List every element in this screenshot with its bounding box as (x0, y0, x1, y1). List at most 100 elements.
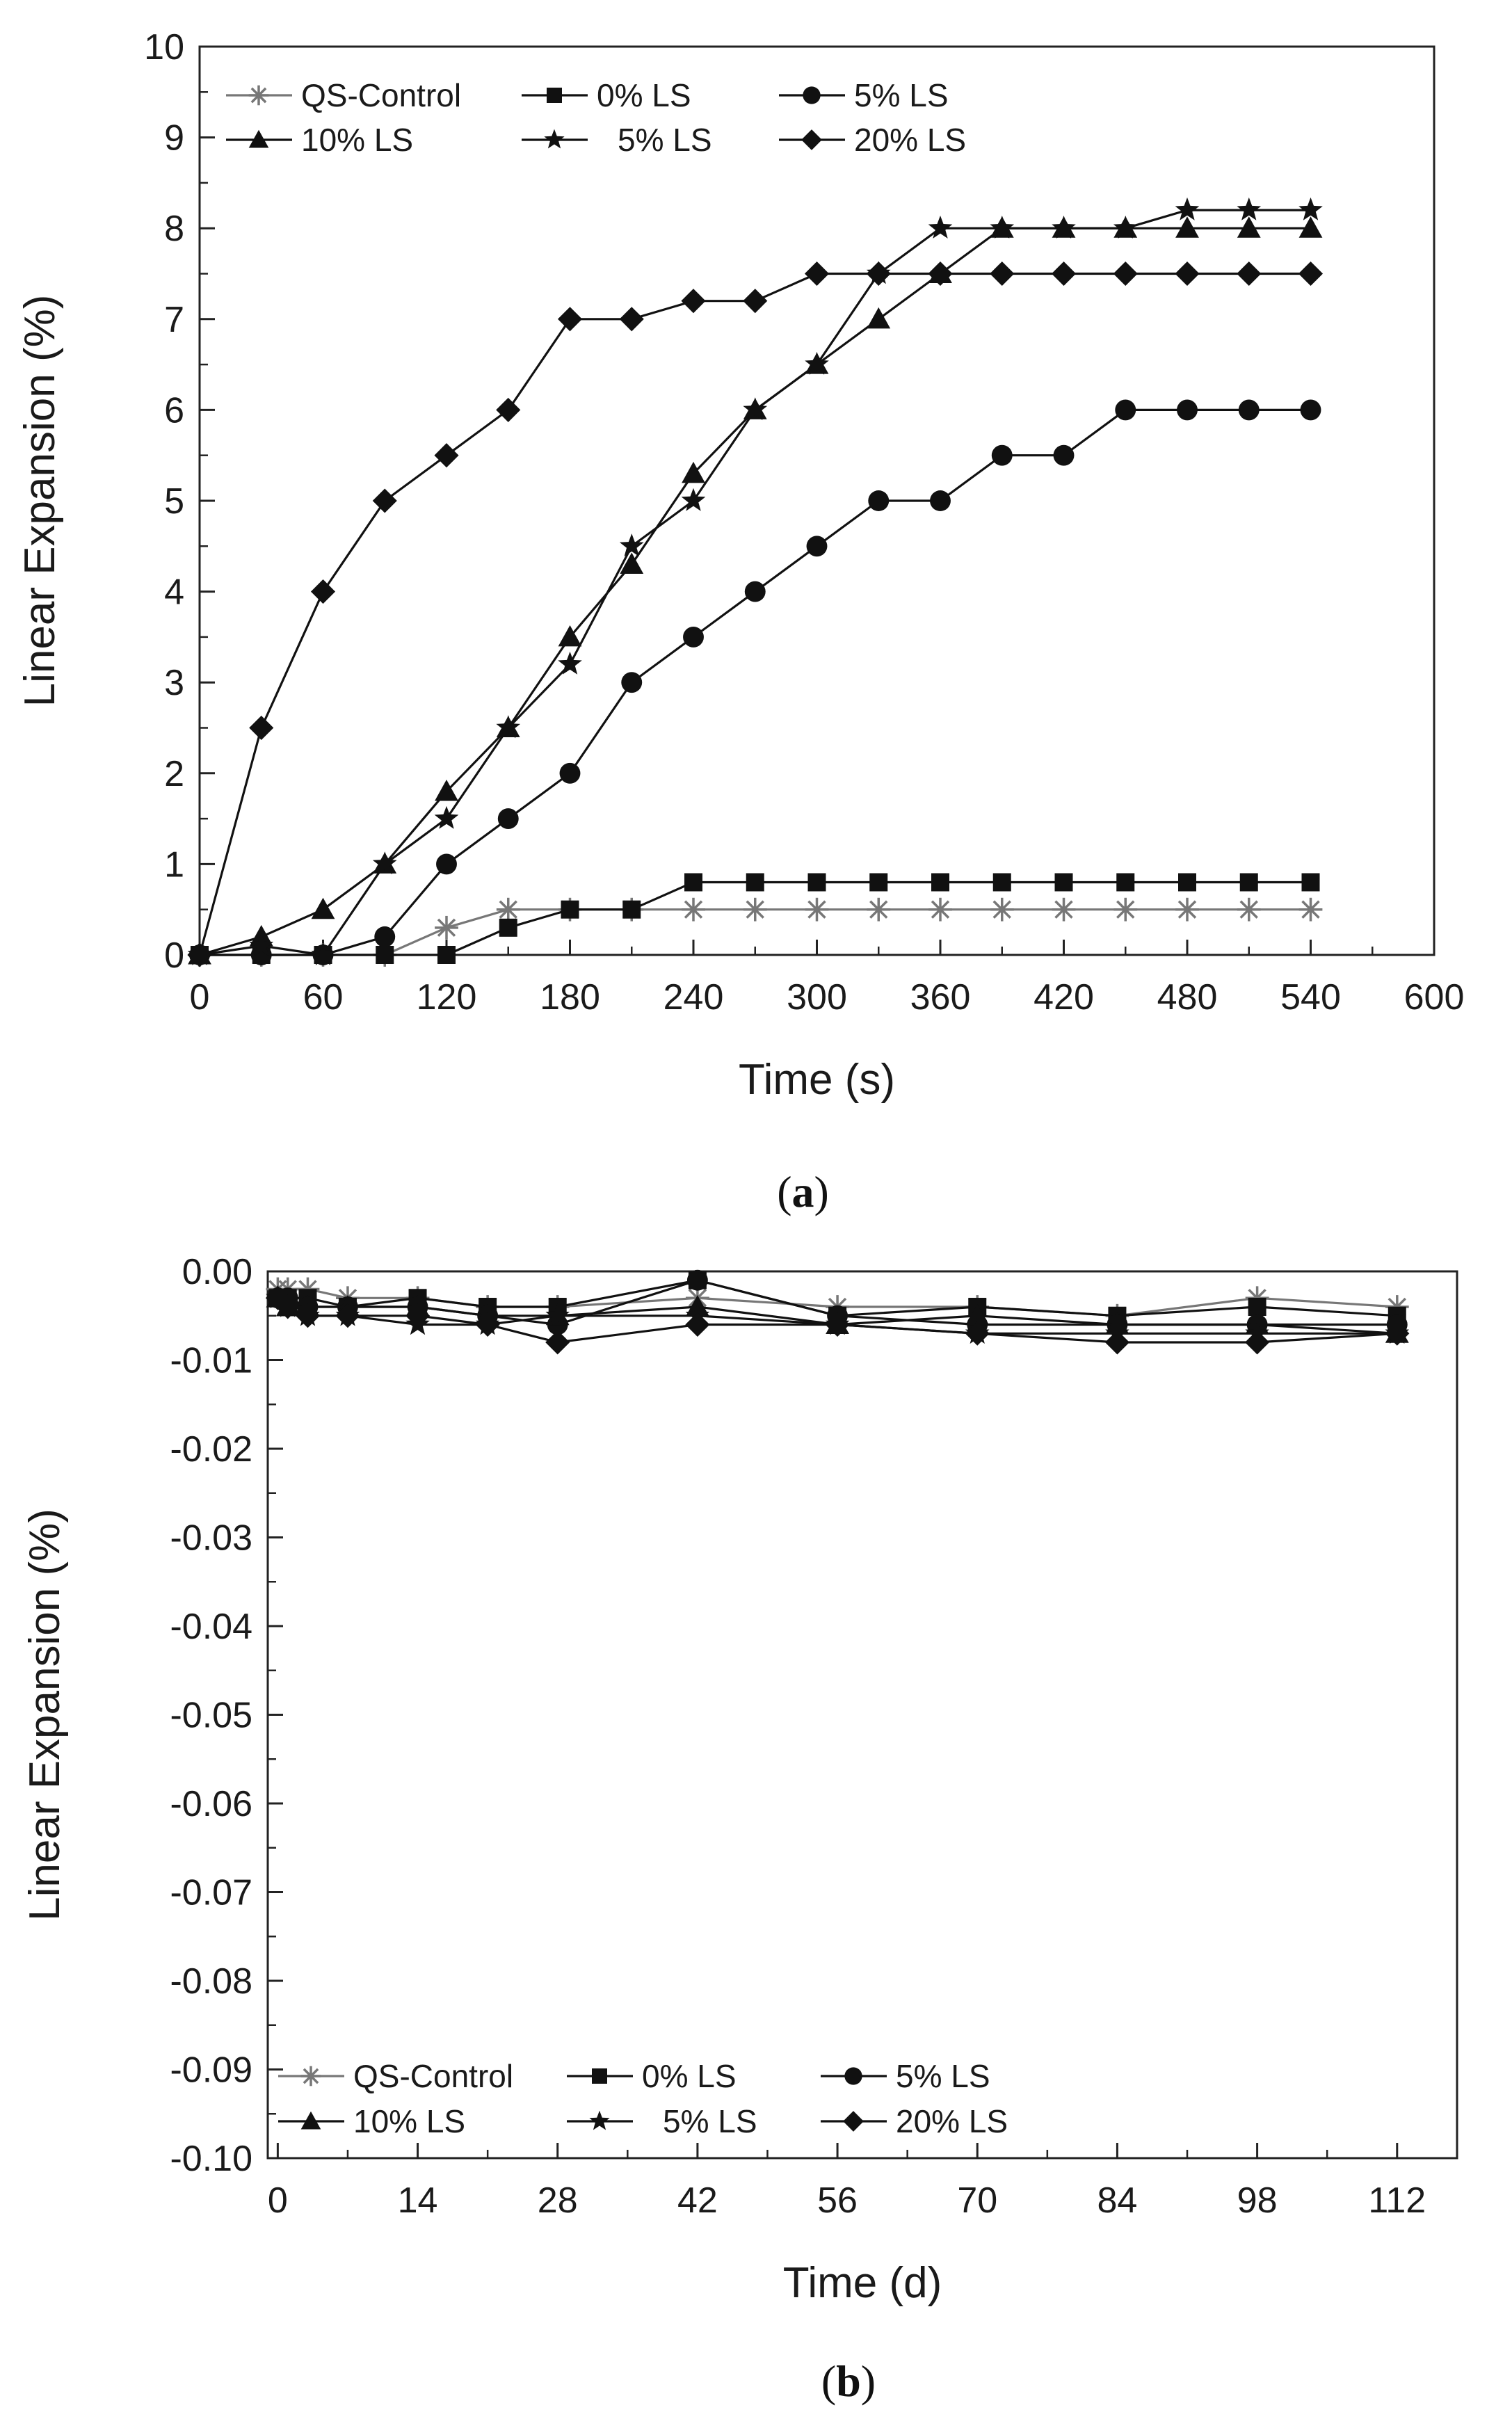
series-4-point-1 (249, 933, 274, 956)
series-4-point-10 (805, 351, 829, 375)
x-tick-label-3: 42 (677, 2180, 718, 2221)
series-1-point-11 (869, 873, 888, 892)
series-3-point-16 (1175, 216, 1199, 238)
series-5-point-2 (295, 1303, 321, 1328)
series-1-point-16 (1178, 873, 1196, 892)
series-2-point-8 (683, 626, 704, 648)
x-tick-label-7: 98 (1237, 2180, 1278, 2221)
legend-label-1: 0% LS (642, 2058, 737, 2094)
series-1-point-10 (807, 873, 826, 892)
series-4-point-12 (928, 216, 953, 239)
series-0-point-17 (1237, 897, 1261, 922)
legend-marker-4 (544, 129, 565, 149)
series-5-point-4 (405, 1303, 431, 1328)
series-1-point-18 (1301, 873, 1320, 892)
y-tick-label-6: 6 (164, 390, 184, 431)
series-5-point-0 (187, 942, 212, 967)
series-4-point-14 (1052, 216, 1076, 239)
x-tick-label-4: 240 (663, 977, 724, 1018)
y-tick-label-2: -0.02 (170, 1429, 252, 1470)
x-tick-label-6: 84 (1097, 2180, 1138, 2221)
series-3-point-9 (965, 1303, 990, 1326)
series-5-point-9 (743, 289, 768, 314)
legend-label-0: QS-Control (353, 2058, 513, 2094)
series-3-point-8 (682, 461, 705, 483)
y-axis-label: Linear Expansion (%) (16, 295, 64, 707)
x-tick-label-5: 300 (787, 977, 847, 1018)
y-tick-label-3: -0.03 (170, 1518, 252, 1559)
series-5-point-6 (557, 307, 583, 332)
legend-marker-3 (300, 2111, 321, 2130)
y-tick-label-2: 2 (164, 754, 184, 794)
y-tick-label-10: -0.10 (170, 2139, 252, 2179)
series-2-point-10 (806, 536, 828, 557)
series-2-point-11 (868, 490, 890, 511)
series-0-point-9 (743, 897, 767, 922)
x-tick-label-10: 600 (1404, 977, 1465, 1018)
x-tick-label-8: 112 (1368, 2180, 1426, 2221)
x-tick-label-1: 14 (398, 2180, 438, 2221)
series-5-point-3 (372, 488, 397, 513)
y-tick-label-7: 7 (164, 300, 184, 340)
legend-label-4: 5% LS (618, 122, 712, 158)
series-3-point-17 (1237, 216, 1261, 238)
series-2-point-17 (1238, 399, 1260, 421)
legend-label-3: 10% LS (353, 2103, 465, 2139)
series-2-point-12 (930, 490, 951, 511)
series-0-point-12 (928, 897, 952, 922)
series-2-point-6 (559, 762, 581, 784)
series-4-point-9 (743, 397, 768, 421)
series-5-point-13 (990, 261, 1015, 287)
series-5-point-8 (681, 289, 706, 314)
series-2-point-5 (497, 808, 519, 830)
y-tick-label-9: 9 (164, 118, 184, 159)
series-5-point-8 (825, 1312, 850, 1337)
x-axis-label: Time (s) (739, 1056, 895, 1104)
series-1-point-6 (561, 900, 579, 919)
y-tick-label-1: -0.01 (170, 1341, 252, 1381)
series-3-point-6 (558, 625, 582, 647)
series-3-point-11 (867, 307, 891, 329)
series-5-point-5 (496, 397, 521, 422)
series-0-point-15 (1113, 897, 1138, 922)
legend-label-2: 5% LS (896, 2058, 990, 2094)
series-0-point-13 (990, 897, 1014, 922)
series-0-point-4 (435, 915, 458, 940)
series-2-point-9 (744, 581, 766, 602)
legend-label-5: 20% LS (896, 2103, 1008, 2139)
series-0-point-16 (1175, 897, 1199, 922)
plot-frame (266, 1270, 1458, 2160)
legend-marker-1 (547, 88, 562, 103)
series-5-point-7 (619, 307, 644, 332)
x-tick-label-2: 28 (538, 2180, 578, 2221)
x-tick-label-7: 420 (1034, 977, 1094, 1018)
x-axis-label: Time (d) (783, 2259, 942, 2307)
y-tick-label-4: 4 (164, 572, 184, 613)
series-5-point-3 (335, 1303, 360, 1328)
y-tick-label-0: 0 (164, 935, 184, 976)
x-tick-label-9: 540 (1280, 977, 1341, 1018)
series-5-point-12 (1385, 1321, 1410, 1346)
legend-marker-0 (300, 2066, 321, 2087)
series-0-point-11 (867, 897, 891, 922)
series-4-point-6 (545, 1303, 570, 1326)
series-4-point-2 (311, 942, 335, 965)
legend-label-1: 0% LS (597, 77, 691, 113)
series-5-point-18 (1298, 261, 1324, 287)
x-tick-label-0: 0 (268, 2180, 288, 2221)
legend-marker-5 (801, 129, 822, 150)
series-5-point-7 (685, 1312, 710, 1337)
x-tick-label-6: 360 (910, 977, 971, 1018)
series-4-point-7 (619, 533, 644, 556)
series-1-point-12 (931, 873, 949, 892)
series-4-point-8 (681, 488, 706, 511)
series-0-point-10 (805, 897, 829, 922)
series-5-point-12 (928, 261, 953, 287)
series-2-point-18 (1300, 399, 1321, 421)
series-5-point-16 (1175, 261, 1200, 287)
x-tick-label-3: 180 (540, 977, 600, 1018)
series-5-point-6 (545, 1330, 570, 1355)
series-4-point-3 (372, 851, 397, 875)
legend-marker-0 (248, 85, 269, 106)
